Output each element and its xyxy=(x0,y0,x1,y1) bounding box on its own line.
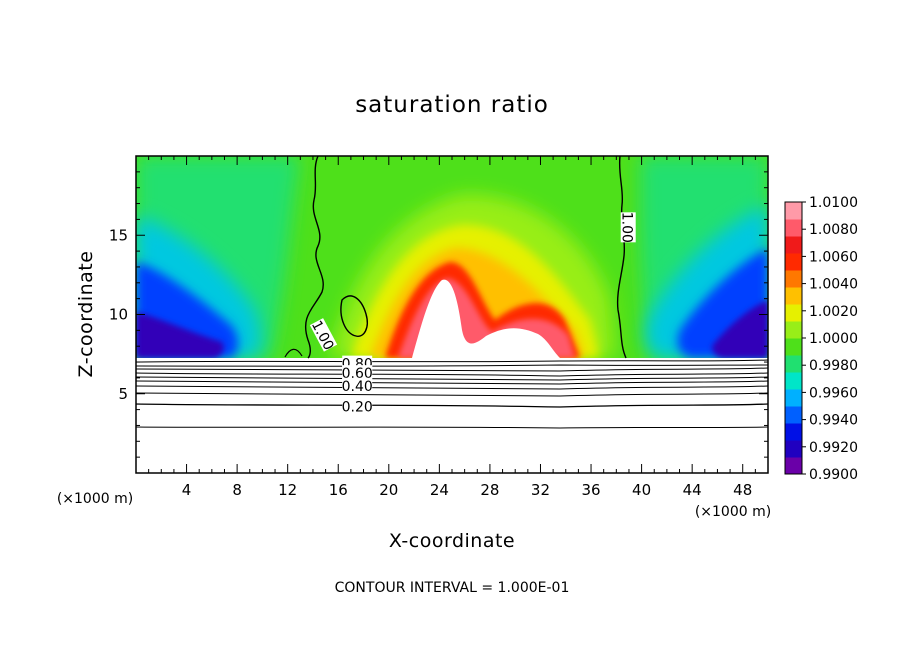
x-axis: 4 8 12 16 20 24 28 32 36 40 44 48 xyxy=(148,156,756,499)
contour-label: 1.00 xyxy=(619,212,636,243)
contour-0.50 xyxy=(136,380,768,385)
colorbar-label: 0.9900 xyxy=(809,467,858,483)
contour-label: 0.40 xyxy=(342,377,373,395)
x-tick-label: 20 xyxy=(379,481,398,499)
colorbar-swatch xyxy=(785,372,802,390)
contour-interval-footer: CONTOUR INTERVAL = 1.000E-01 xyxy=(335,580,570,596)
y-tick-label: 15 xyxy=(109,226,128,244)
contour-label-bg xyxy=(342,398,373,414)
colorbar-label: 1.0080 xyxy=(809,222,858,238)
y-tick-label: 10 xyxy=(109,306,128,324)
y-axis-label: Z-coordinate xyxy=(75,251,97,378)
x-tick-label: 32 xyxy=(531,481,550,499)
contour-1.00-left xyxy=(304,156,324,359)
colorbar-swatch xyxy=(785,270,802,288)
colorbar-swatch xyxy=(785,287,802,305)
x-tick-label: 44 xyxy=(683,481,702,499)
x-axis-unit-left: (×1000 m) xyxy=(57,491,133,507)
contour-0.70 xyxy=(136,372,768,377)
colorbar-label: 1.0100 xyxy=(809,195,858,211)
contour-label-text: 1.00 xyxy=(619,212,635,243)
contour-0.60 xyxy=(136,376,768,381)
colorbar-swatch xyxy=(785,338,802,356)
colorbar-swatch xyxy=(785,457,802,475)
contour-0.10 xyxy=(136,426,768,429)
contour-label-bg xyxy=(342,365,373,381)
y-tick-label: 5 xyxy=(118,385,128,403)
stable-layer xyxy=(136,358,768,473)
contour-1.00-right xyxy=(616,156,627,359)
contour-lines xyxy=(136,156,768,429)
contour-1.00-island xyxy=(340,295,368,337)
colorbar-swatch xyxy=(785,219,802,237)
x-tick-label: 28 xyxy=(480,481,499,499)
cool-region-right-core xyxy=(712,300,768,358)
y-axis: 5 10 15 xyxy=(109,171,768,458)
colorbar-label: 0.9960 xyxy=(809,385,858,401)
contour-0.85 xyxy=(136,364,768,367)
contour-0.40 xyxy=(136,385,768,390)
x-tick-label: 36 xyxy=(581,481,600,499)
colorbar-swatch xyxy=(785,304,802,322)
colorbar-label: 1.0000 xyxy=(809,331,858,347)
contour-label-bg xyxy=(309,318,338,352)
heatmap-field xyxy=(136,156,768,473)
contour-label-bg xyxy=(620,212,636,243)
contour-label-text: 0.40 xyxy=(342,379,373,395)
x-axis-unit-right: (×1000 m) xyxy=(695,504,771,520)
colorbar-swatch xyxy=(785,423,802,441)
contour-0.80 xyxy=(136,367,768,372)
x-tick-label: 40 xyxy=(632,481,651,499)
colorbar-label: 1.0020 xyxy=(809,304,858,320)
colorbar: 1.0100 1.0080 1.0060 1.0040 1.0020 1.0000 0.99… xyxy=(784,195,858,483)
colorbar-swatch xyxy=(785,253,802,271)
colorbar-swatch xyxy=(785,406,802,424)
colorbar-swatch xyxy=(785,355,802,373)
cool-region-left-core xyxy=(136,312,224,358)
colorbar-swatch xyxy=(785,440,802,458)
colorbar-swatch xyxy=(785,321,802,339)
chart-title: saturation ratio xyxy=(355,92,549,118)
colorbar-label: 0.9980 xyxy=(809,358,858,374)
contour-label: 0.20 xyxy=(342,398,373,415)
colorbar-label: 0.9940 xyxy=(809,413,858,429)
x-tick-label: 48 xyxy=(733,481,752,499)
x-tick-label: 4 xyxy=(182,481,192,499)
x-tick-label: 16 xyxy=(329,481,348,499)
colorbar-label: 0.9920 xyxy=(809,440,858,456)
colorbar-swatch xyxy=(785,236,802,254)
contour-label-text: 0.20 xyxy=(342,399,373,415)
colorbar-swatch xyxy=(785,389,802,407)
x-tick-label: 12 xyxy=(278,481,297,499)
colorbar-label: 1.0060 xyxy=(809,249,858,265)
contour-label-bg xyxy=(342,377,373,393)
x-tick-label: 8 xyxy=(232,481,242,499)
contour-0.90 xyxy=(136,359,768,363)
x-axis-label: X-coordinate xyxy=(389,530,515,552)
x-tick-label: 24 xyxy=(430,481,449,499)
contour-0.30 xyxy=(136,392,768,397)
colorbar-label: 1.0040 xyxy=(809,277,858,293)
plume-core xyxy=(412,279,560,358)
colorbar-swatch xyxy=(785,202,802,220)
contour-0.20 xyxy=(136,403,768,408)
contour-small xyxy=(284,348,303,358)
